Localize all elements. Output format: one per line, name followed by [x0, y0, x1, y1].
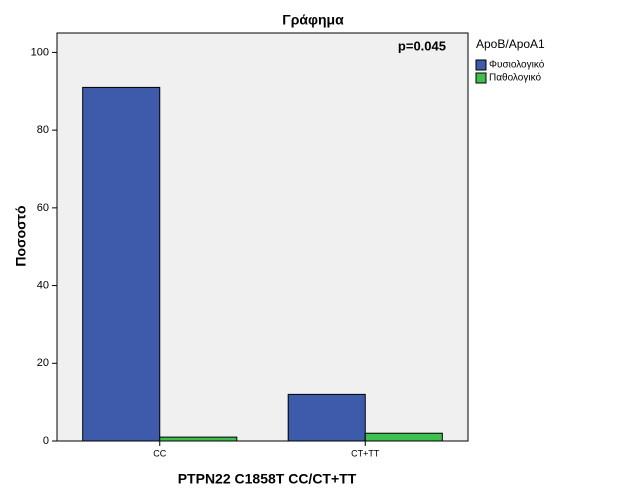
- y-tick-label: 40: [37, 279, 49, 291]
- annotation: p=0.045: [398, 38, 446, 53]
- x-tick-label: CC: [153, 448, 166, 458]
- bar: [364, 432, 443, 442]
- legend-swatch: [475, 72, 487, 84]
- legend-label: Παθολογικό: [489, 72, 541, 84]
- y-tick-label: 0: [43, 435, 49, 447]
- legend-swatch: [475, 59, 487, 71]
- legend-label: Φυσιολογικό: [489, 59, 545, 71]
- bar: [159, 436, 238, 442]
- y-axis-label: Ποσοστό: [13, 205, 29, 266]
- y-tick-label: 100: [31, 46, 49, 58]
- y-tick-label: 60: [37, 202, 49, 214]
- x-tick-label: CT+TT: [351, 448, 380, 458]
- chart-title: Γράφημα: [282, 12, 344, 28]
- legend-title: ApoB/ApoA1: [476, 37, 545, 51]
- x-axis-label: PTPN22 C1858T CC/CT+TT: [178, 471, 357, 487]
- bar: [82, 86, 161, 442]
- y-tick-label: 20: [37, 357, 49, 369]
- y-tick-label: 80: [37, 124, 49, 136]
- bar: [287, 393, 366, 442]
